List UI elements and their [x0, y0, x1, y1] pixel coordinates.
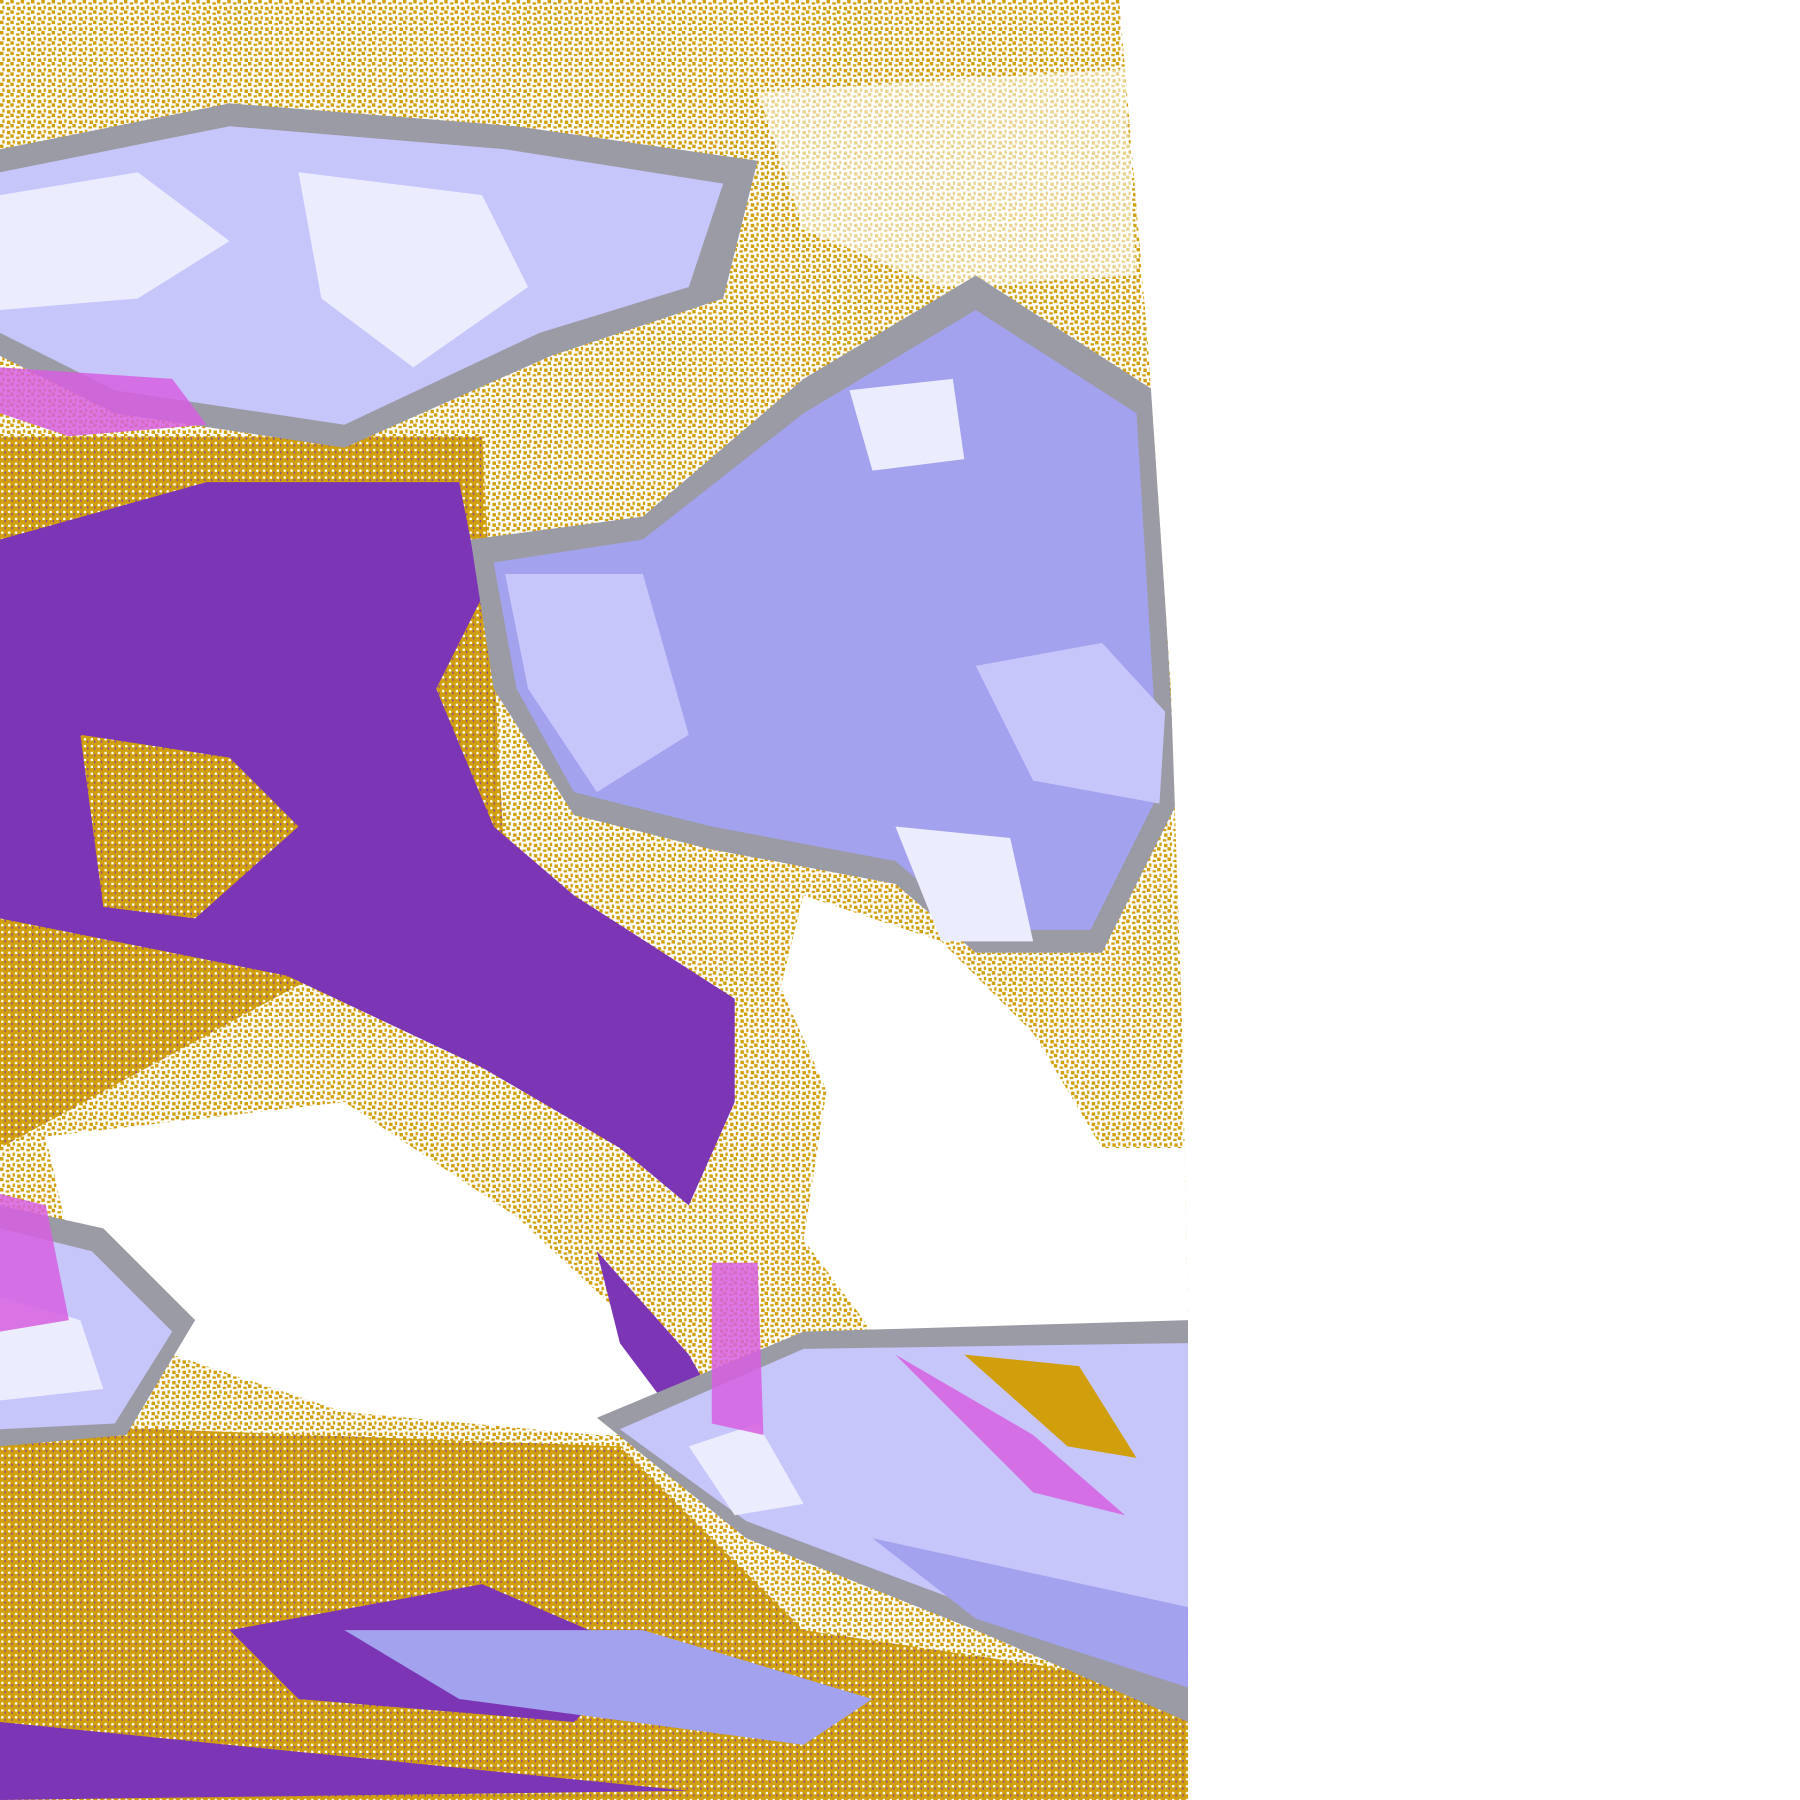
magenta-region-vertical — [711, 1262, 764, 1435]
magenta-region-lower-left — [0, 1193, 69, 1332]
purple-stripe-bottom — [0, 1721, 689, 1800]
cloud-bottom — [344, 1630, 873, 1745]
clear-area-right — [780, 895, 1189, 1344]
clear-area-center — [45, 1102, 712, 1435]
cloud-middle-right — [470, 275, 1177, 953]
cloud-top-band — [0, 103, 758, 448]
gold-region-inner — [80, 734, 299, 919]
magenta-region-upper-left — [0, 367, 207, 437]
magenta-streak — [895, 1354, 1125, 1516]
clear-area-top — [757, 68, 1137, 287]
purple-region-main — [0, 482, 735, 1206]
dense-gold-band-bottom — [0, 1423, 1189, 1800]
